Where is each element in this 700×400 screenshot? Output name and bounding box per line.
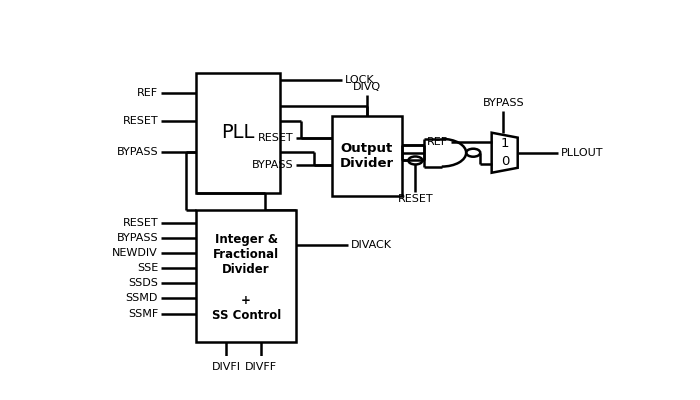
Text: SSE: SSE — [136, 263, 158, 273]
Text: DIVFI: DIVFI — [211, 362, 241, 372]
Bar — [196, 73, 280, 193]
Text: REF: REF — [137, 88, 158, 98]
Text: LOCK: LOCK — [345, 75, 375, 85]
Text: RESET: RESET — [258, 133, 294, 143]
Text: +
SS Control: + SS Control — [211, 294, 281, 322]
Bar — [332, 116, 402, 196]
Text: PLL: PLL — [221, 123, 255, 142]
Text: SSDS: SSDS — [128, 278, 158, 288]
Text: 1: 1 — [501, 138, 510, 150]
Text: 0: 0 — [501, 155, 510, 168]
Text: BYPASS: BYPASS — [482, 98, 524, 108]
Bar — [196, 210, 296, 342]
Text: Integer &
Fractional
Divider: Integer & Fractional Divider — [213, 233, 279, 276]
Text: SSMD: SSMD — [126, 294, 158, 304]
Text: Output
Divider: Output Divider — [340, 142, 394, 170]
Text: BYPASS: BYPASS — [116, 147, 158, 157]
Text: REF: REF — [427, 137, 448, 147]
Text: RESET: RESET — [122, 116, 158, 126]
Polygon shape — [491, 133, 518, 173]
Text: DIVACK: DIVACK — [351, 240, 391, 250]
Text: BYPASS: BYPASS — [252, 160, 294, 170]
Text: DIVFF: DIVFF — [245, 362, 277, 372]
Text: SSMF: SSMF — [128, 309, 158, 319]
Text: RESET: RESET — [122, 218, 158, 228]
Text: DIVQ: DIVQ — [353, 82, 381, 92]
Text: NEWDIV: NEWDIV — [112, 248, 158, 258]
Text: RESET: RESET — [398, 194, 433, 204]
Text: BYPASS: BYPASS — [116, 232, 158, 242]
Text: PLLOUT: PLLOUT — [561, 148, 603, 158]
